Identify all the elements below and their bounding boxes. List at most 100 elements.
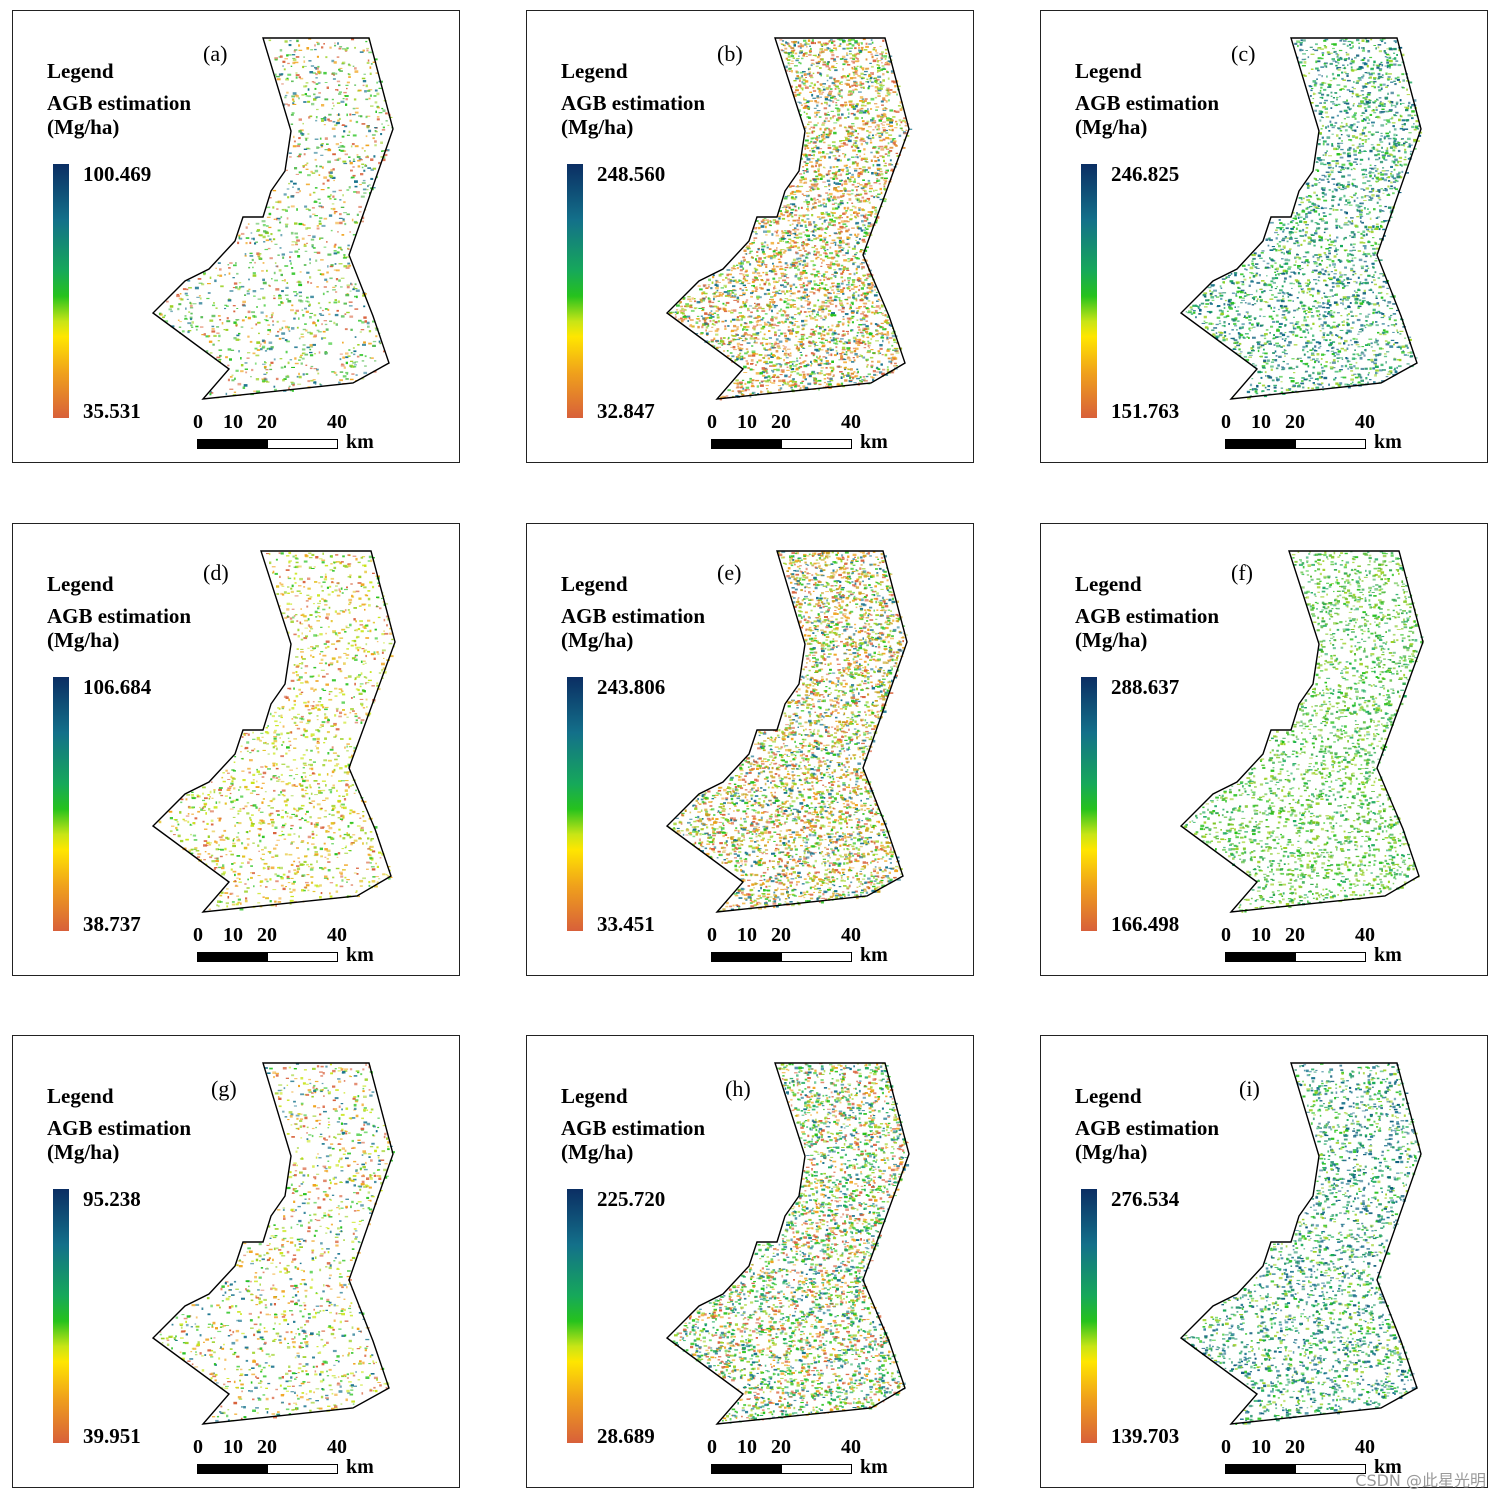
scale-unit: km (860, 1456, 888, 1479)
scale-tick-label: 10 (1251, 411, 1271, 434)
legend-subtitle: AGB estimation (Mg/ha) (47, 1116, 191, 1164)
map-panel-c: (c) Legend AGB estimation (Mg/ha) 246.825 151… (1040, 10, 1488, 463)
scale-tick-label: 0 (1221, 924, 1231, 947)
vegetation-pixels (1185, 38, 1423, 400)
region-map (151, 37, 394, 400)
scale-tick-label: 20 (257, 1436, 277, 1459)
color-ramp (53, 1189, 69, 1443)
legend-title: Legend (47, 572, 114, 597)
scale-tick-label: 20 (1285, 1436, 1305, 1459)
region-boundary (151, 1062, 394, 1425)
legend-subtitle-line2: (Mg/ha) (47, 115, 191, 139)
legend-title: Legend (561, 1084, 628, 1109)
legend-subtitle-line1: AGB estimation (47, 604, 191, 628)
vegetation-pixels (1183, 1063, 1422, 1425)
scale-tick-label: 20 (771, 924, 791, 947)
legend-min-value: 39.951 (83, 1424, 141, 1449)
region-map (1179, 1062, 1422, 1425)
legend-title: Legend (47, 1084, 114, 1109)
map-panel-e: (e) Legend AGB estimation (Mg/ha) 243.806 33.… (526, 523, 974, 976)
legend-min-value: 38.737 (83, 912, 141, 937)
scale-unit: km (860, 944, 888, 967)
color-ramp (53, 164, 69, 418)
legend-subtitle-line1: AGB estimation (561, 91, 705, 115)
legend-subtitle-line1: AGB estimation (1075, 604, 1219, 628)
scale-tick-label: 0 (707, 924, 717, 947)
scale-unit: km (1374, 1456, 1402, 1479)
legend-max-value: 243.806 (597, 675, 665, 700)
map-panel-h: (h) Legend AGB estimation (Mg/ha) 225.720 28.… (526, 1035, 974, 1488)
scale-tick-label: 10 (1251, 1436, 1271, 1459)
scale-tick-label: 40 (327, 411, 347, 434)
region-map (665, 37, 913, 401)
region-map (665, 550, 908, 913)
panel-label: (d) (203, 560, 229, 586)
legend-subtitle-line2: (Mg/ha) (561, 1140, 705, 1164)
vegetation-pixels (158, 38, 394, 399)
region-boundary (151, 37, 394, 400)
panel-label: (i) (1239, 1076, 1260, 1102)
legend-title: Legend (561, 59, 628, 84)
scale-bar (197, 1464, 338, 1474)
panel-label: (f) (1231, 560, 1253, 586)
scale-tick-label: 40 (327, 1436, 347, 1459)
color-ramp (567, 677, 583, 931)
legend-subtitle-line1: AGB estimation (561, 604, 705, 628)
scale-unit: km (346, 1456, 374, 1479)
legend-subtitle: AGB estimation (Mg/ha) (561, 1116, 705, 1164)
scale-unit: km (1374, 431, 1402, 454)
panel-label: (h) (725, 1076, 751, 1102)
scale-tick-label: 0 (707, 1436, 717, 1459)
region-boundary (1179, 550, 1424, 913)
color-ramp (53, 677, 69, 931)
scale-tick-label: 20 (1285, 411, 1305, 434)
map-panel-a: (a) Legend AGB estimation (Mg/ha) 100.469 35.… (12, 10, 460, 463)
scale-tick-label: 0 (193, 924, 203, 947)
scale-tick-label: 20 (1285, 924, 1305, 947)
scale-tick-label: 40 (327, 924, 347, 947)
map-panel-g: (g) Legend AGB estimation (Mg/ha) 95.238 39.9… (12, 1035, 460, 1488)
legend-max-value: 288.637 (1111, 675, 1179, 700)
legend-max-value: 106.684 (83, 675, 151, 700)
scale-tick-label: 20 (257, 924, 277, 947)
legend-title: Legend (1075, 572, 1142, 597)
color-ramp (567, 1189, 583, 1443)
color-ramp (1081, 1189, 1097, 1443)
region-map (151, 1062, 395, 1425)
scale-tick-label: 0 (1221, 1436, 1231, 1459)
scale-bar (1225, 1464, 1366, 1474)
scale-tick-label: 20 (771, 1436, 791, 1459)
legend-subtitle: AGB estimation (Mg/ha) (47, 604, 191, 652)
panel-label: (b) (717, 41, 743, 67)
scale-unit: km (346, 944, 374, 967)
vegetation-pixels (668, 38, 913, 401)
legend-subtitle: AGB estimation (Mg/ha) (1075, 91, 1219, 139)
vegetation-pixels (671, 1063, 910, 1424)
scale-tick-label: 0 (1221, 411, 1231, 434)
legend-max-value: 95.238 (83, 1187, 141, 1212)
map-panel-f: (f) Legend AGB estimation (Mg/ha) 288.637 166… (1040, 523, 1488, 976)
scale-tick-label: 20 (771, 411, 791, 434)
scale-bar (1225, 952, 1366, 962)
legend-title: Legend (47, 59, 114, 84)
legend-subtitle-line2: (Mg/ha) (47, 628, 191, 652)
scale-tick-label: 10 (737, 924, 757, 947)
map-panel-i: (i) Legend AGB estimation (Mg/ha) 276.534 139… (1040, 1035, 1488, 1488)
legend-subtitle-line1: AGB estimation (1075, 1116, 1219, 1140)
scale-tick-label: 10 (223, 924, 243, 947)
legend-min-value: 139.703 (1111, 1424, 1179, 1449)
legend-subtitle-line2: (Mg/ha) (1075, 1140, 1219, 1164)
legend-subtitle: AGB estimation (Mg/ha) (561, 91, 705, 139)
scale-bar (197, 952, 338, 962)
legend-subtitle-line2: (Mg/ha) (47, 1140, 191, 1164)
panel-label: (g) (211, 1076, 237, 1102)
legend-min-value: 35.531 (83, 399, 141, 424)
legend-subtitle-line2: (Mg/ha) (561, 628, 705, 652)
scale-bar (711, 1464, 852, 1474)
color-ramp (567, 164, 583, 418)
region-map (1179, 550, 1424, 913)
vegetation-pixels (158, 551, 396, 911)
legend-title: Legend (1075, 59, 1142, 84)
scale-tick-label: 40 (1355, 924, 1375, 947)
panel-label: (e) (717, 560, 741, 586)
